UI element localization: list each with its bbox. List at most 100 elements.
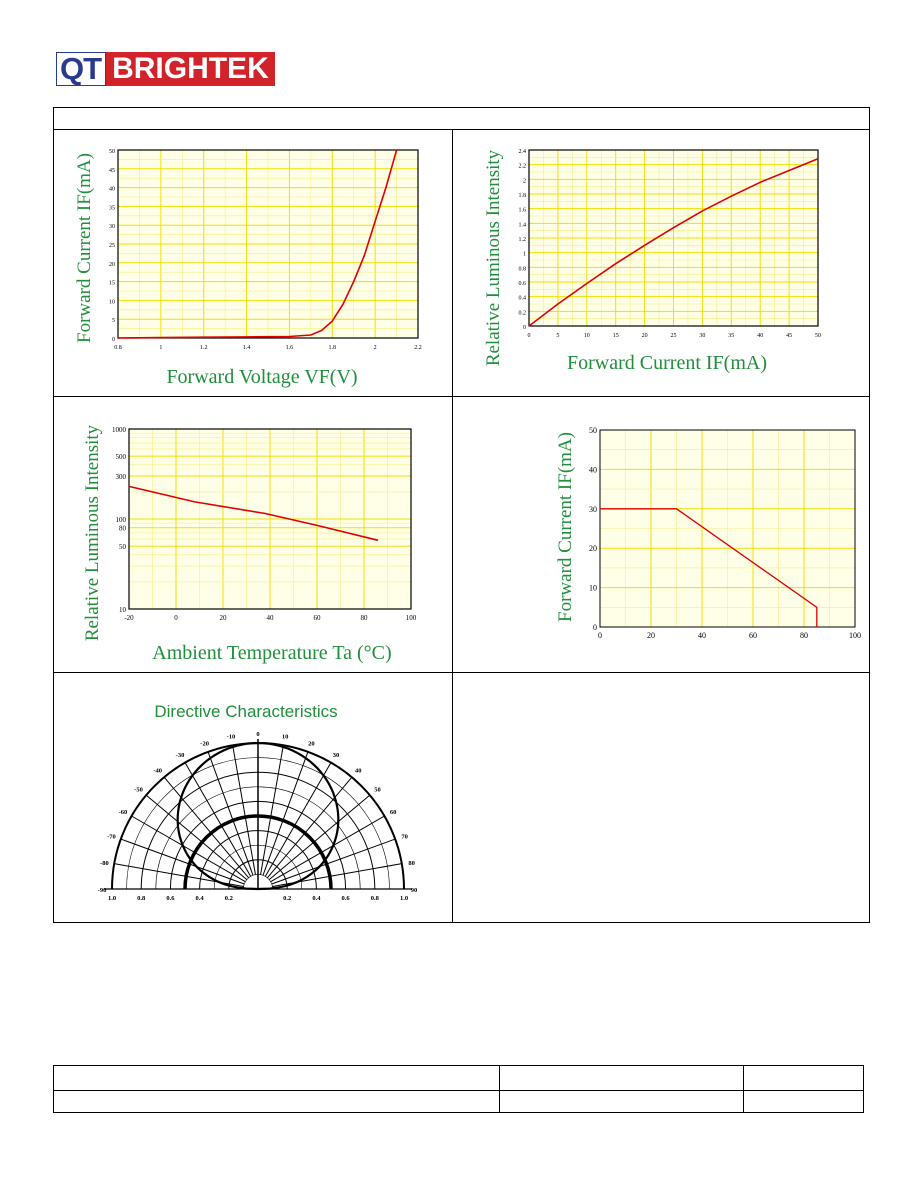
y-tick-label: 40: [109, 187, 115, 193]
polar-half-intensity-curve: [183, 814, 333, 890]
polar-angle-label: 30: [333, 752, 340, 759]
polar-angle-label: -70: [107, 834, 116, 841]
x-tick-label: 1.2: [200, 345, 208, 351]
polar-radial-label: 0.4: [196, 895, 205, 902]
chart4-svg: 0 20 40 60 80 100 0 10 20 30 40 50 Forward Current …: [555, 426, 861, 640]
x-tick-label: 0: [528, 333, 531, 339]
polar-radial-label: 0.6: [342, 895, 351, 902]
y-tick-label: 100: [116, 516, 127, 524]
y-tick-label: 45: [109, 168, 115, 174]
polar-angle-label: -30: [176, 752, 185, 759]
polar-spoke: [120, 838, 245, 885]
company-logo: QT BRIGHTEK: [56, 52, 275, 86]
column-divider: [452, 130, 453, 922]
x-tick-label: 0: [598, 631, 602, 640]
chart5-svg: Directive Characteristics 0 10 20 30 40 50 60 7…: [98, 702, 418, 902]
logo-qt: QT: [56, 52, 107, 86]
chart3-xlabel: Ambient Temperature Ta (°C): [152, 642, 391, 664]
y-tick-label: 10: [119, 606, 127, 614]
y-tick-label: 500: [116, 453, 127, 461]
x-tick-label: -20: [124, 614, 134, 622]
chart-directive: Directive Characteristics 0 10 20 30 40 50 60 7…: [54, 673, 452, 923]
x-tick-label: 100: [406, 614, 417, 622]
plot-frame: [528, 149, 819, 327]
y-tick-label: 35: [109, 205, 115, 211]
polar-radial-label: 1.0: [108, 895, 116, 902]
polar-angle-label: -10: [227, 733, 236, 740]
chart5-title: Directive Characteristics: [154, 702, 337, 721]
y-tick-label: 300: [116, 473, 127, 481]
x-tick-label: 10: [584, 333, 590, 339]
logo-brightek: BRIGHTEK: [106, 52, 275, 86]
table-header-row: [54, 108, 869, 130]
y-tick-label: 0: [112, 337, 115, 343]
x-tick-label: 2.2: [414, 345, 422, 351]
polar-spoke: [262, 751, 309, 876]
x-tick-label: 25: [671, 333, 677, 339]
polar-spoke: [184, 762, 252, 877]
x-tick-label: 40: [698, 631, 706, 640]
y-tick-label: 0.6: [519, 281, 527, 287]
polar-spoke: [268, 794, 371, 880]
x-tick-label: 35: [728, 333, 734, 339]
plot-frame: [599, 429, 856, 628]
polar-angle-label: 50: [374, 787, 381, 794]
polar-angle-label: 60: [390, 809, 397, 816]
x-tick-label: 60: [314, 614, 322, 622]
x-tick-label: 20: [647, 631, 655, 640]
row-divider-1: [54, 396, 869, 397]
chart1-svg: 0.8 1 1.2 1.4 1.6 1.8 2 2.2 0 5 10 15 20 25 30 35 40 45 50…: [74, 149, 422, 388]
polar-angle-label: 90: [411, 887, 418, 894]
polar-radial-label: 0.6: [166, 895, 175, 902]
polar-angle-label: 0: [256, 731, 259, 738]
chart2-series-line: [528, 158, 819, 327]
polar-angle-label: -50: [134, 787, 143, 794]
polar-spoke: [232, 745, 256, 875]
y-tick-label: 1.8: [519, 193, 527, 199]
footer-col-divider-1: [499, 1066, 500, 1112]
polar-angle-label: -40: [153, 767, 162, 774]
x-tick-label: 30: [699, 333, 705, 339]
y-tick-label: 20: [589, 544, 597, 553]
polar-angle-label: -60: [119, 809, 128, 816]
y-tick-label: 1.4: [519, 222, 527, 228]
chart2-xlabel: Forward Current IF(mA): [567, 352, 767, 374]
y-tick-label: 0.8: [519, 266, 527, 272]
chart-forward-voltage: 0.8 1 1.2 1.4 1.6 1.8 2 2.2 0 5 10 15 20 25 30 35 40 45 50…: [54, 131, 452, 396]
polar-angle-label: -90: [98, 887, 107, 894]
y-tick-label: 0: [593, 623, 597, 632]
x-tick-label: 45: [786, 333, 792, 339]
polar-spoke: [260, 745, 284, 875]
footer-row-divider: [54, 1090, 863, 1091]
chart4-series-line: [600, 508, 818, 627]
polar-angle-label: -20: [200, 740, 209, 747]
x-tick-label: 60: [749, 631, 757, 640]
polar-radial-label: 0.2: [283, 895, 291, 902]
x-tick-label: 2: [374, 345, 377, 351]
x-tick-label: 20: [220, 614, 228, 622]
polar-angle-label: -80: [100, 860, 109, 867]
x-tick-label: 15: [613, 333, 619, 339]
row-divider-2: [54, 672, 869, 673]
plot-frame: [128, 428, 412, 610]
chart4-ylabel: Forward Current IF(mA): [555, 432, 576, 622]
chart2-ylabel: Relative Luminous Intensity: [483, 149, 504, 366]
empty-cell: [453, 673, 869, 923]
chart-luminous-current: 0 5 10 15 20 25 30 35 40 45 50 0 0.2 0.4 0.6 0.8 1 1.2 1.4…: [453, 131, 869, 396]
chart2-svg: 0 5 10 15 20 25 30 35 40 45 50 0 0.2 0.4 0.6 0.8 1 1.2 1.4…: [483, 149, 821, 374]
chart1-ylabel: Forward Current IF(mA): [74, 153, 95, 343]
polar-spoke: [163, 776, 249, 879]
x-tick-label: 1.8: [329, 345, 337, 351]
x-tick-label: 1.4: [243, 345, 251, 351]
chart3-ylabel: Relative Luminous Intensity: [82, 424, 103, 641]
polar-radial-label: 0.2: [225, 895, 233, 902]
x-tick-label: 50: [815, 333, 821, 339]
polar-spoke: [271, 838, 396, 885]
chart-derating: 0 20 40 60 80 100 0 10 20 30 40 50 Forward Current …: [453, 397, 869, 672]
y-tick-label: 2: [523, 178, 526, 184]
polar-angle-label: 10: [282, 733, 289, 740]
chart3-series-line: [128, 485, 379, 542]
polar-angle-label: 20: [308, 740, 315, 747]
y-tick-label: 1.2: [519, 237, 527, 243]
